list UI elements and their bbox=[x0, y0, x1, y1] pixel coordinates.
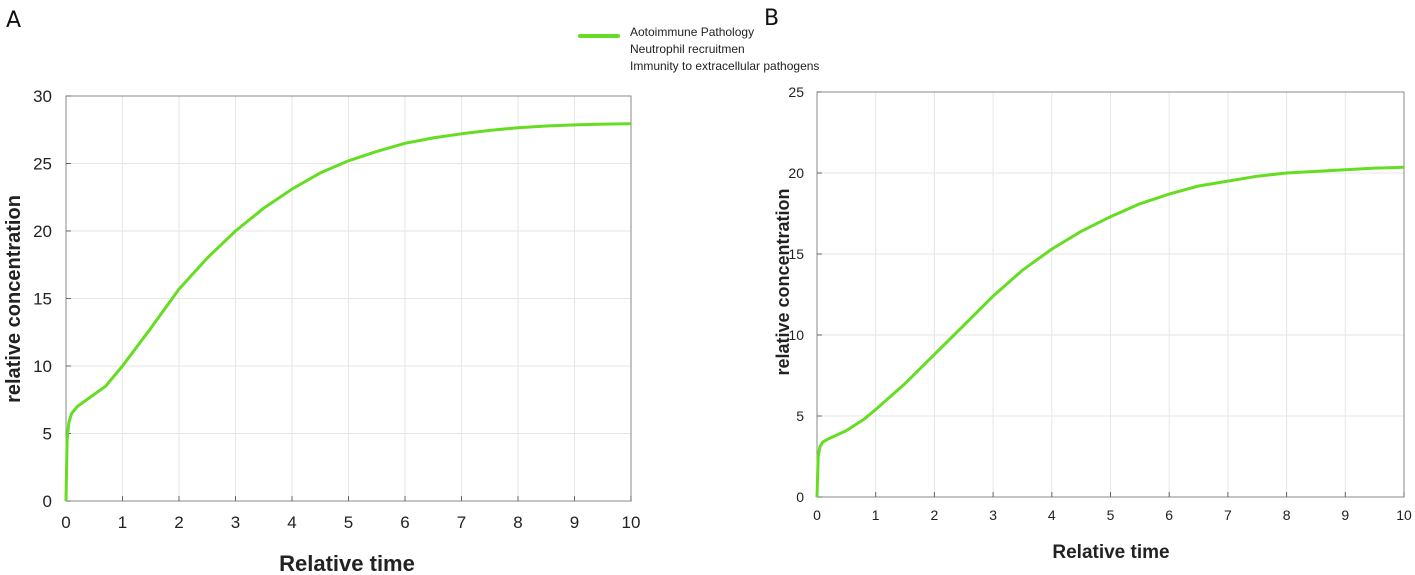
y-tick-label-b-5: 25 bbox=[788, 84, 804, 100]
x-tick-label-a-2: 2 bbox=[174, 513, 183, 532]
y-tick-label-a-6: 30 bbox=[33, 87, 52, 106]
x-tick-label-b-1: 1 bbox=[872, 507, 880, 523]
y-ticks-a: 0 5 10 15 20 25 30 bbox=[33, 87, 71, 511]
x-tick-label-a-1: 1 bbox=[118, 513, 127, 532]
x-ticks-b: 0 1 2 3 4 5 6 7 8 9 10 bbox=[813, 492, 1412, 523]
x-tick-label-a-3: 3 bbox=[231, 513, 240, 532]
legend-entry-1: Aotoimmune Pathology bbox=[630, 25, 754, 39]
y-tick-label-b-1: 5 bbox=[796, 408, 804, 424]
legend-entry-3: Immunity to extracellular pathogens bbox=[630, 59, 819, 73]
y-tick-label-a-1: 5 bbox=[43, 424, 52, 443]
x-tick-label-a-7: 7 bbox=[457, 513, 466, 532]
y-ticks-b: 0 5 10 15 20 25 bbox=[788, 84, 822, 505]
y-tick-label-b-0: 0 bbox=[796, 489, 804, 505]
y-axis-label-b: relative concentration bbox=[773, 188, 793, 375]
panel-label-a: A bbox=[6, 8, 21, 33]
x-ticks-a: 0 1 2 3 4 5 6 7 8 9 10 bbox=[61, 496, 640, 532]
x-tick-label-a-5: 5 bbox=[344, 513, 353, 532]
y-axis-label-a: relative concentration bbox=[3, 195, 25, 403]
x-tick-label-b-3: 3 bbox=[989, 507, 997, 523]
x-tick-label-a-9: 9 bbox=[570, 513, 579, 532]
legend-entry-2: Neutrophil recruitmen bbox=[630, 42, 745, 56]
y-tick-label-a-3: 15 bbox=[33, 289, 52, 308]
x-tick-label-b-5: 5 bbox=[1107, 507, 1115, 523]
x-tick-label-b-9: 9 bbox=[1341, 507, 1349, 523]
x-tick-label-b-10: 10 bbox=[1396, 507, 1412, 523]
x-tick-label-b-8: 8 bbox=[1283, 507, 1291, 523]
x-axis-label-a: Relative time bbox=[279, 551, 415, 575]
series-line-b bbox=[815, 165, 1405, 498]
x-tick-label-b-6: 6 bbox=[1165, 507, 1173, 523]
x-tick-label-a-4: 4 bbox=[287, 513, 296, 532]
x-tick-label-a-8: 8 bbox=[513, 513, 522, 532]
chart-b: 0 1 2 3 4 5 6 7 8 9 10 0 5 10 15 20 25 Relative time re… bbox=[773, 84, 1412, 563]
y-tick-label-a-0: 0 bbox=[43, 492, 52, 511]
y-tick-label-b-4: 20 bbox=[788, 165, 804, 181]
x-tick-label-b-4: 4 bbox=[1048, 507, 1056, 523]
x-tick-label-a-6: 6 bbox=[400, 513, 409, 532]
x-tick-label-a-0: 0 bbox=[61, 513, 70, 532]
series-line-a bbox=[64, 122, 632, 502]
x-tick-label-b-7: 7 bbox=[1224, 507, 1232, 523]
y-tick-label-b-2: 10 bbox=[788, 327, 804, 343]
y-tick-label-a-4: 20 bbox=[33, 222, 52, 241]
x-tick-label-b-2: 2 bbox=[931, 507, 939, 523]
grid-a bbox=[65, 95, 632, 502]
legend: Aotoimmune Pathology Neutrophil recruitm… bbox=[578, 25, 819, 73]
y-tick-label-a-5: 25 bbox=[33, 154, 52, 173]
x-tick-label-a-10: 10 bbox=[622, 513, 641, 532]
x-tick-label-b-0: 0 bbox=[813, 507, 821, 523]
y-tick-label-a-2: 10 bbox=[33, 357, 52, 376]
grid-b bbox=[816, 91, 1405, 498]
x-axis-label-b: Relative time bbox=[1052, 542, 1169, 563]
panel-label-b: B bbox=[764, 6, 779, 31]
y-tick-label-b-3: 15 bbox=[788, 246, 804, 262]
